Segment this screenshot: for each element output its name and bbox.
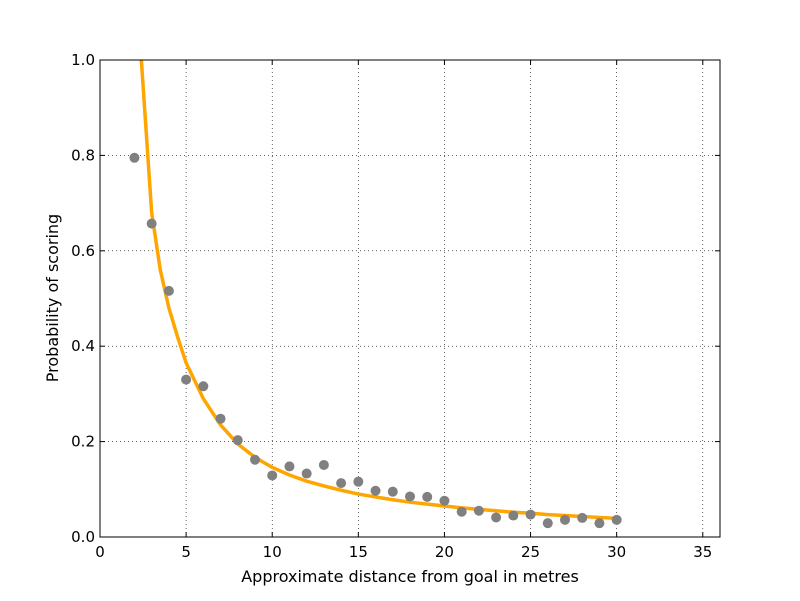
data-point: [198, 381, 209, 392]
data-point: [491, 512, 502, 523]
y-tick-label: 0.4: [71, 337, 95, 355]
data-point: [405, 491, 415, 502]
plot-frame: [99, 59, 721, 538]
y-tick-label: 1.0: [71, 51, 95, 69]
data-point: [422, 491, 433, 502]
grid-layer: [99, 59, 720, 538]
data-point: [301, 468, 312, 479]
data-point: [473, 505, 484, 516]
data-point: [318, 459, 329, 470]
data-point: [146, 218, 157, 229]
x-tick-label: 5: [181, 543, 191, 561]
data-point: [387, 486, 398, 497]
y-tick-label: 0.6: [71, 242, 95, 260]
data-point: [594, 518, 605, 529]
data-point: [370, 485, 381, 496]
data-point: [508, 510, 519, 521]
data-point: [611, 514, 622, 525]
fit-layer: [139, 60, 617, 521]
data-point: [181, 374, 192, 385]
x-tick-label: 35: [693, 543, 712, 561]
data-point: [284, 461, 295, 472]
data-point: [577, 512, 588, 523]
data-point: [250, 454, 260, 465]
data-point: [232, 435, 243, 446]
data-point: [542, 518, 553, 529]
x-tick-label: 15: [349, 543, 368, 561]
x-tick-label: 10: [263, 543, 282, 561]
x-tick-label: 25: [521, 543, 540, 561]
data-point: [353, 476, 364, 487]
y-tick-label: 0.0: [71, 528, 95, 546]
data-point: [336, 478, 347, 489]
y-tick-label: 0.2: [71, 433, 95, 451]
data-point: [560, 514, 570, 525]
x-tick-label: 0: [95, 543, 105, 561]
points-layer: [129, 152, 622, 529]
data-point: [163, 285, 174, 296]
x-axis-label: Approximate distance from goal in metres: [241, 567, 579, 586]
y-axis-label: Probability of scoring: [43, 214, 62, 382]
data-point: [439, 495, 450, 506]
data-point: [525, 509, 536, 520]
fit-curve: [139, 60, 617, 521]
data-point: [267, 470, 278, 481]
data-point: [456, 506, 467, 517]
x-tick-label: 20: [435, 543, 454, 561]
data-point: [215, 413, 226, 424]
frame-layer: [99, 59, 721, 538]
y-tick-label: 0.8: [71, 146, 95, 164]
x-tick-label: 30: [607, 543, 626, 561]
ticks-layer: 0 5 10 15 20 25 30 35 0.0 0.2 0.4 0.6 0.8 1.0: [71, 51, 720, 561]
data-point: [129, 152, 140, 163]
